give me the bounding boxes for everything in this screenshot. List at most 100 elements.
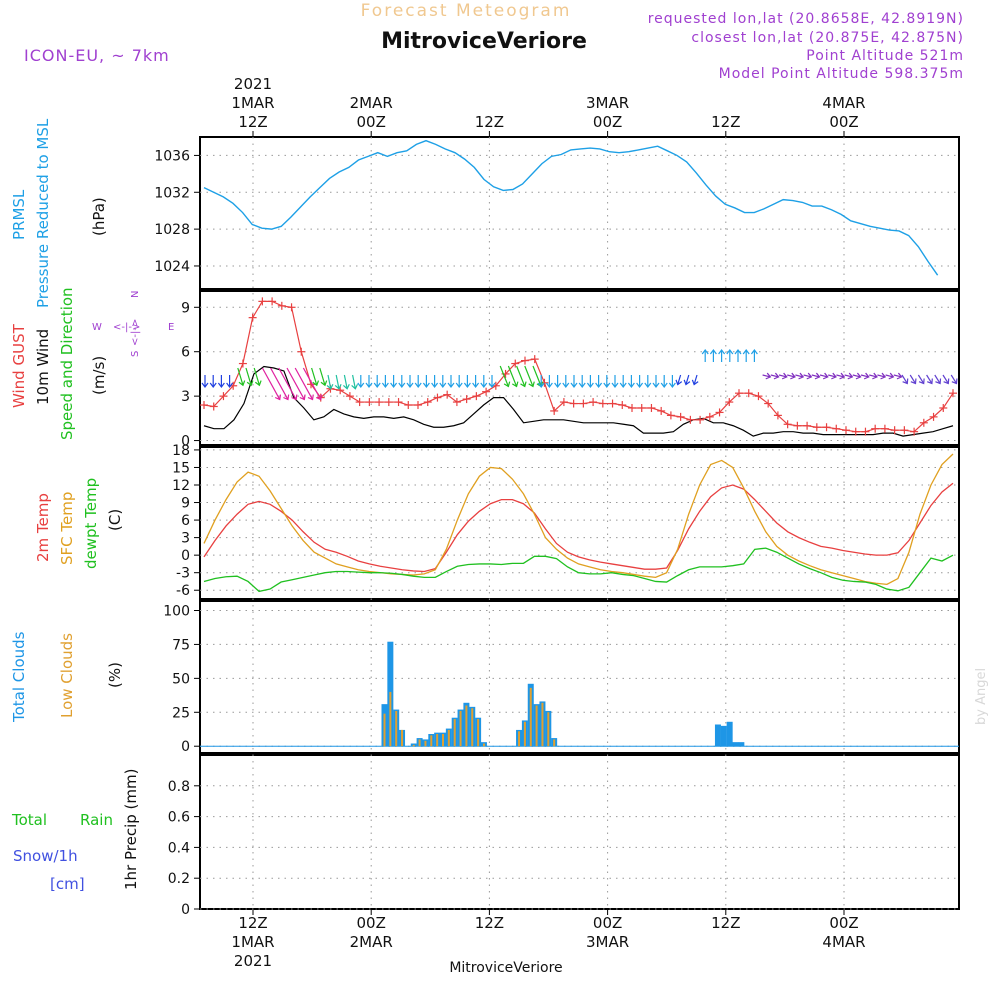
total-label: Total xyxy=(11,811,47,829)
wind-arrow-head xyxy=(627,382,635,388)
station-title: MitroviceVeriore xyxy=(381,29,587,54)
precip-unit: 1hr Precip (mm) xyxy=(122,769,140,890)
wind-arrow-head xyxy=(578,382,586,388)
time-label: 2021 xyxy=(234,75,272,93)
wind-arrow-head xyxy=(312,380,320,387)
wind-arrow-head xyxy=(431,382,439,388)
panel-frame-2 xyxy=(199,290,960,446)
requested-coords: requested lon,lat (20.8658E, 42.8919N) xyxy=(648,11,964,27)
low-cloud-bar xyxy=(401,729,404,747)
wind-arrow-head xyxy=(734,349,742,355)
wind-arrow-head xyxy=(709,349,717,355)
point-altitude: Point Altitude 521m xyxy=(806,48,964,64)
low-cloud-bar xyxy=(418,739,421,747)
low-cloud-bar xyxy=(442,734,444,747)
wind-arrow-head xyxy=(943,378,950,385)
wind-direction-arrow xyxy=(352,374,356,389)
low-cloud-bar xyxy=(436,734,439,747)
wind-arrow-head xyxy=(619,382,627,388)
wind-arrow-head xyxy=(880,372,887,380)
wind-direction-arrow xyxy=(319,367,326,386)
compass-e: E xyxy=(168,322,174,333)
wind-arrow-head xyxy=(503,381,511,388)
wind-arrow-head xyxy=(455,382,463,388)
prmsl-unit: (hPa) xyxy=(90,197,108,236)
wind-arrow-head xyxy=(414,382,422,388)
wind-direction-arrow xyxy=(270,367,289,400)
y-tick-label: 9 xyxy=(181,300,190,316)
wind-unit: (m/s) xyxy=(90,356,108,395)
wind-direction-arrow xyxy=(507,365,518,387)
wind-direction-arrow xyxy=(770,374,779,378)
wind-arrow-head xyxy=(896,372,903,380)
low-cloud-bar xyxy=(383,713,386,747)
time-label: 00Z xyxy=(829,113,858,131)
wind-arrow-head xyxy=(644,382,652,388)
wind-arrow-head xyxy=(872,372,878,380)
wind-arrow-head xyxy=(683,379,691,386)
low-cloud-bar xyxy=(459,710,462,747)
wind-direction-arrow xyxy=(836,374,845,378)
pressure-line xyxy=(203,139,939,276)
y-tick-labels: 10241028103210360369-6-30369121518025507… xyxy=(154,148,190,918)
wind-direction-arrow xyxy=(327,374,332,389)
wind-arrow-head xyxy=(334,383,342,390)
wind-arrow-head xyxy=(520,381,527,388)
wind-direction-arrow xyxy=(693,374,698,385)
low-cloud-bar xyxy=(477,719,480,747)
wind-direction-arrow xyxy=(499,365,509,387)
y-tick-label: 1032 xyxy=(154,185,190,201)
wind-direction-arrow xyxy=(677,374,682,385)
speed-dir-label: Speed and Direction xyxy=(58,287,76,440)
prmsl-label: PRMSL xyxy=(10,189,28,240)
wind-arrow-head xyxy=(586,382,594,388)
low-clouds-label: Low Clouds xyxy=(58,633,76,718)
wind-arrow-head xyxy=(447,382,455,388)
time-label: 3MAR xyxy=(586,94,629,112)
wind-direction-arrow xyxy=(828,374,837,378)
wind-direction-arrow xyxy=(278,367,297,400)
total-clouds-label: Total Clouds xyxy=(10,631,28,723)
time-label: 00Z xyxy=(593,113,622,131)
low-cloud-bar xyxy=(453,719,456,747)
compass-w: W xyxy=(92,322,102,333)
wind-arrow-head xyxy=(238,380,246,387)
wind-direction-arrow xyxy=(819,374,828,378)
low-cloud-bar xyxy=(389,691,392,747)
wind-arrow-head xyxy=(537,382,545,388)
wind-direction-arrow xyxy=(524,365,534,387)
wind-arrow-head xyxy=(855,372,862,380)
total-cloud-bar xyxy=(732,742,739,747)
wind-arrow-head xyxy=(351,383,359,390)
y-tick-label: 3 xyxy=(181,531,190,547)
clouds-panel xyxy=(200,641,959,747)
wind-direction-arrow xyxy=(795,374,804,378)
y-tick-label: 0 xyxy=(181,434,190,450)
wind-direction-arrow xyxy=(343,374,348,389)
low-cloud-bar xyxy=(412,744,415,747)
t2m-line xyxy=(203,482,954,573)
time-label: 00Z xyxy=(829,914,858,932)
total-cloud-bar xyxy=(738,742,745,747)
wind-direction-arrow xyxy=(926,374,933,384)
wind-labels: Wind GUST 10m Wind Speed and Direction (… xyxy=(10,287,174,440)
wind-direction-arrow xyxy=(237,367,244,386)
wind-arrow-head xyxy=(660,382,668,388)
wind-arrow-head xyxy=(935,378,942,385)
wind-direction-arrow xyxy=(516,365,526,387)
y-tick-label: 0.2 xyxy=(168,871,190,887)
watermark: by Angel xyxy=(974,668,989,725)
wind-arrow-head xyxy=(839,372,846,380)
time-label: 3MAR xyxy=(586,933,629,951)
wind-arrow-head xyxy=(951,378,958,385)
wind-arrow-head xyxy=(373,382,381,388)
time-label: 12Z xyxy=(238,914,267,932)
wind-direction-arrow xyxy=(245,367,252,386)
low-cloud-bar xyxy=(523,721,526,747)
wind-arrow-head xyxy=(636,382,644,388)
wind-arrow-head xyxy=(831,372,837,380)
wind-arrow-head xyxy=(863,372,870,380)
time-label: 12Z xyxy=(238,113,267,131)
compass-s: S xyxy=(130,351,141,357)
